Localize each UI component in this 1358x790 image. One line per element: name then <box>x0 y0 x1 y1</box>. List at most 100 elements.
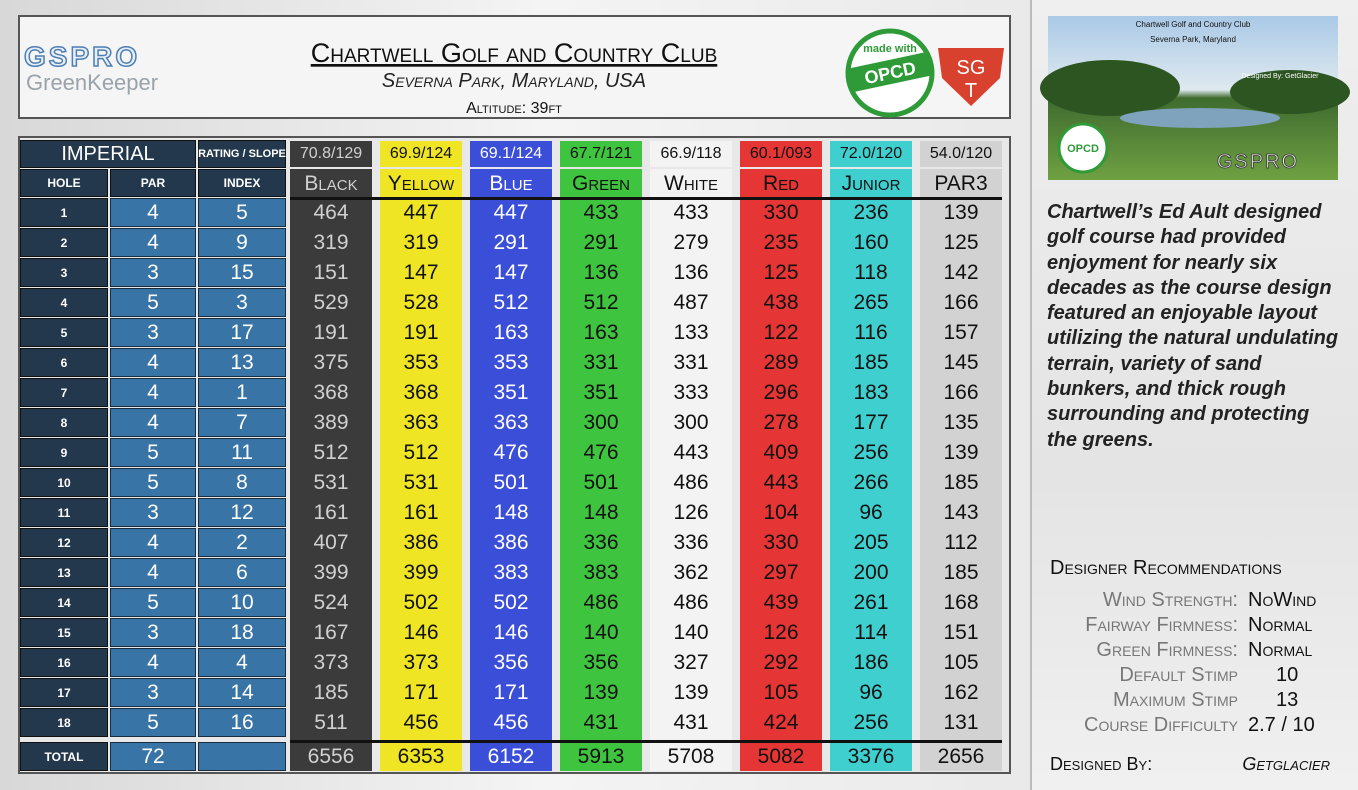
index: 7 <box>198 408 286 437</box>
setting-label: Green Firmness: <box>1096 639 1238 661</box>
yardage: 399 <box>403 561 439 584</box>
trees <box>1230 70 1350 114</box>
yardage: 464 <box>313 201 349 224</box>
yardage: 368 <box>403 381 439 404</box>
yardage: 531 <box>403 471 439 494</box>
yardage: 146 <box>493 621 529 644</box>
par-total: 72 <box>110 742 196 771</box>
yardage: 373 <box>313 651 349 674</box>
yardage: 291 <box>583 231 619 254</box>
tee-name: White <box>664 171 718 195</box>
yardage: 139 <box>943 441 979 464</box>
yardage: 256 <box>853 711 889 734</box>
yardage: 330 <box>763 201 799 224</box>
par: 3 <box>110 678 196 707</box>
yardage: 431 <box>673 711 709 734</box>
tee-name: Black <box>304 171 358 195</box>
yardage: 266 <box>853 471 889 494</box>
yardage: 139 <box>583 681 619 704</box>
index: 2 <box>198 528 286 557</box>
tee-column <box>380 169 462 771</box>
tee-column <box>290 169 372 771</box>
yardage: 146 <box>403 621 439 644</box>
yardage: 447 <box>403 201 439 224</box>
yardage: 433 <box>673 201 709 224</box>
yardage: 126 <box>673 501 709 524</box>
yardage: 386 <box>493 531 529 554</box>
index: 6 <box>198 558 286 587</box>
yardage: 139 <box>943 201 979 224</box>
yardage: 163 <box>583 321 619 344</box>
yardage: 336 <box>673 531 709 554</box>
hole-number: 17 <box>20 678 108 707</box>
yardage: 487 <box>673 291 709 314</box>
yardage: 291 <box>493 231 529 254</box>
sgt-shield <box>938 48 1004 106</box>
rating-label: RATING / SLOPE <box>198 140 286 168</box>
tee-total: 6353 <box>397 744 445 768</box>
yardage: 105 <box>763 681 799 704</box>
yardage: 125 <box>763 261 799 284</box>
yardage: 278 <box>763 411 799 434</box>
yardage: 351 <box>583 381 619 404</box>
yardage: 166 <box>943 381 979 404</box>
par: 3 <box>110 498 196 527</box>
yardage: 125 <box>943 231 979 254</box>
index: 1 <box>198 378 286 407</box>
index: 10 <box>198 588 286 617</box>
setting-label: Maximum Stimp <box>1113 689 1238 711</box>
yardage: 373 <box>403 651 439 674</box>
tee-name: Green <box>571 171 630 195</box>
sgt-top: SG <box>957 57 986 79</box>
tee-column <box>560 169 642 771</box>
yardage: 439 <box>763 591 799 614</box>
yardage: 292 <box>763 651 799 674</box>
yardage: 96 <box>859 681 883 704</box>
tee-rating: 67.7/121 <box>560 141 642 167</box>
hole-number: 3 <box>20 258 108 287</box>
index: 11 <box>198 438 286 467</box>
divider <box>290 197 1002 200</box>
tee-name: PAR3 <box>934 171 988 195</box>
system-label: IMPERIAL <box>20 140 196 168</box>
yardage: 424 <box>763 711 799 734</box>
setting-value: 10 <box>1276 664 1299 686</box>
index: 14 <box>198 678 286 707</box>
yardage: 456 <box>403 711 439 734</box>
yardage: 512 <box>313 441 349 464</box>
yardage: 185 <box>853 351 889 374</box>
yardage: 351 <box>493 381 529 404</box>
setting-label: Wind Strength: <box>1102 589 1238 611</box>
hole-number: 11 <box>20 498 108 527</box>
index-label: INDEX <box>198 169 286 197</box>
tee-column <box>650 169 732 771</box>
tee-rating: 72.0/120 <box>830 141 912 167</box>
yardage: 362 <box>673 561 709 584</box>
yardage: 407 <box>313 531 349 554</box>
par: 4 <box>110 378 196 407</box>
yardage: 409 <box>763 441 799 464</box>
yardage: 331 <box>673 351 709 374</box>
yardage: 112 <box>944 531 978 554</box>
tee-total: 6556 <box>307 744 355 768</box>
yardage: 163 <box>493 321 529 344</box>
index: 8 <box>198 468 286 497</box>
yardage: 256 <box>853 441 889 464</box>
yardage: 333 <box>673 381 709 404</box>
header-box <box>18 15 1011 119</box>
hole-number: 10 <box>20 468 108 497</box>
yardage: 143 <box>943 501 979 524</box>
yardage: 166 <box>943 291 979 314</box>
yardage: 167 <box>313 621 349 644</box>
tee-name: Blue <box>489 171 533 195</box>
hole-number: 13 <box>20 558 108 587</box>
yardage: 279 <box>673 231 709 254</box>
setting-label: Default Stimp <box>1119 664 1238 686</box>
yardage: 185 <box>313 681 349 704</box>
yardage: 186 <box>853 651 889 674</box>
setting-label: Fairway Firmness: <box>1085 614 1238 636</box>
yardage: 456 <box>493 711 529 734</box>
yardage: 353 <box>493 351 529 374</box>
yardage: 443 <box>763 471 799 494</box>
